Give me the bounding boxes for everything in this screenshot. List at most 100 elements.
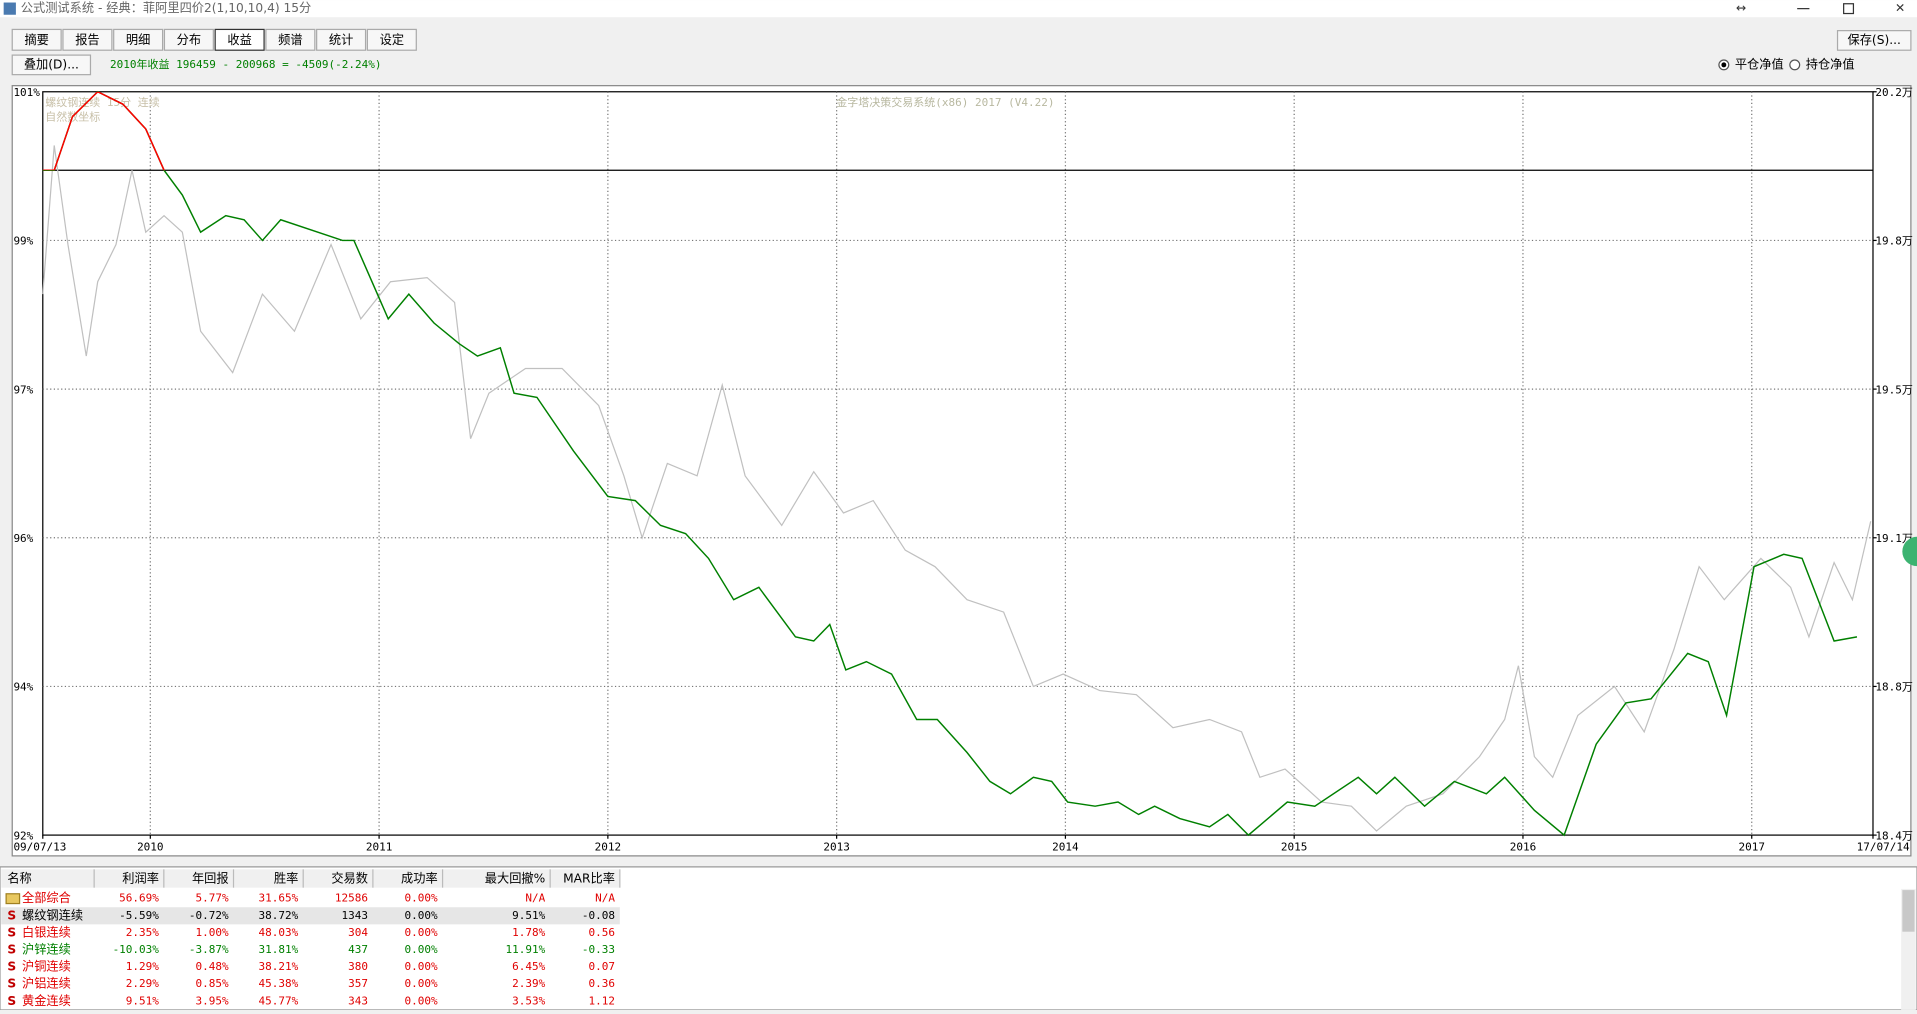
table-cell[interactable]: 3.53% (512, 994, 545, 1007)
x-tick-label: 2014 (1052, 840, 1079, 853)
table-cell[interactable]: 0.56 (588, 926, 615, 939)
table-cell[interactable]: 2.29% (126, 977, 159, 990)
tab[interactable] (316, 28, 367, 51)
table-cell[interactable]: 2.35% (126, 926, 159, 939)
table-cell[interactable]: 38.72% (259, 909, 299, 922)
tab[interactable] (163, 28, 214, 51)
table-cell[interactable]: 11.91% (506, 943, 546, 956)
column-header[interactable]: 交易数 (331, 871, 368, 886)
side-handle[interactable] (1902, 536, 1917, 567)
column-header[interactable]: 成功率 (401, 871, 438, 886)
table-cell[interactable]: 12586 (335, 892, 368, 905)
table-cell[interactable]: 5.77% (195, 892, 228, 905)
table-cell[interactable]: 沪铜连续 (22, 959, 71, 974)
selected-row[interactable] (1, 907, 620, 925)
radio-label[interactable]: 平仓净值 (1735, 56, 1784, 71)
save-button[interactable] (1836, 30, 1912, 51)
table-cell[interactable]: 48.03% (259, 926, 299, 939)
column-header[interactable]: 利润率 (122, 871, 159, 886)
table-cell[interactable]: 380 (348, 960, 368, 973)
table-cell[interactable]: -0.72% (189, 909, 229, 922)
table-cell[interactable]: 0.00% (405, 977, 438, 990)
table-cell[interactable]: 黄金连续 (22, 993, 71, 1008)
table-cell[interactable]: N/A (595, 892, 615, 905)
table-cell[interactable]: 31.65% (259, 892, 299, 905)
radio-label[interactable]: 持仓净值 (1806, 56, 1855, 71)
table-cell[interactable]: 437 (348, 943, 368, 956)
row-icon: S (7, 960, 16, 974)
table-cell[interactable]: 1343 (341, 909, 368, 922)
tab-label[interactable]: 统计 (329, 33, 353, 47)
table-cell[interactable]: 0.00% (405, 892, 438, 905)
table-cell[interactable]: 0.85% (195, 977, 228, 990)
radio-button[interactable] (1789, 59, 1801, 71)
table-cell[interactable]: 0.00% (405, 926, 438, 939)
y2-tick-label: 19.1万 (1875, 532, 1913, 545)
restore-button[interactable] (1843, 3, 1855, 15)
tab-label[interactable]: 设定 (380, 32, 404, 47)
tab[interactable] (366, 28, 417, 51)
column-header[interactable]: 年回报 (192, 871, 229, 886)
table-cell[interactable]: -0.33 (582, 943, 615, 956)
x-tick-label: 17/07/14 (1857, 840, 1910, 853)
tab-label[interactable]: 收益 (227, 33, 251, 47)
tab-label[interactable]: 明细 (126, 33, 150, 47)
resize-icon[interactable]: ↔ (1736, 1, 1746, 15)
table-cell[interactable]: 螺纹钢连续 (22, 907, 83, 922)
table-cell[interactable]: -0.08 (582, 909, 615, 922)
tab[interactable] (214, 28, 265, 51)
tab-label[interactable]: 报告 (75, 32, 99, 47)
table-cell[interactable]: 2.39% (512, 977, 545, 990)
column-header[interactable]: 最大回撤% (485, 871, 546, 886)
tab[interactable] (11, 28, 62, 51)
table-cell[interactable]: 343 (348, 994, 368, 1007)
table-cell[interactable]: 45.38% (259, 977, 299, 990)
column-header[interactable]: 名称 (7, 871, 31, 886)
table-cell[interactable]: 0.00% (405, 960, 438, 973)
column-header[interactable]: 胜率 (274, 871, 298, 886)
table-cell[interactable]: 1.00% (195, 926, 228, 939)
table-cell[interactable]: 0.00% (405, 994, 438, 1007)
table-cell[interactable]: 9.51% (512, 909, 545, 922)
table-cell[interactable]: 1.78% (512, 926, 545, 939)
table-cell[interactable]: 0.00% (405, 943, 438, 956)
overlay-button[interactable] (11, 54, 92, 76)
table-cell[interactable]: 0.00% (405, 909, 438, 922)
table-cell[interactable]: 3.95% (195, 994, 228, 1007)
tab[interactable] (265, 28, 316, 51)
table-cell[interactable]: 6.45% (512, 960, 545, 973)
table-cell[interactable]: -5.59% (119, 909, 159, 922)
column-header[interactable]: MAR比率 (563, 871, 615, 886)
overlay-button-label[interactable]: 叠加(D)... (24, 57, 79, 71)
table-cell[interactable]: 0.48% (195, 960, 228, 973)
tab-label[interactable]: 分布 (177, 33, 201, 47)
table-cell[interactable]: 304 (348, 926, 368, 939)
table-cell[interactable]: 31.81% (259, 943, 299, 956)
table-cell[interactable]: 白银连续 (22, 924, 71, 939)
table-cell[interactable]: -3.87% (189, 943, 229, 956)
table-cell[interactable]: 38.21% (259, 960, 299, 973)
scroll-thumb[interactable] (1902, 890, 1915, 932)
table-cell[interactable]: 沪锌连续 (22, 942, 71, 957)
table-cell[interactable]: N/A (525, 892, 545, 905)
y-tick-label: 99% (13, 235, 33, 248)
table-cell[interactable]: 9.51% (126, 994, 159, 1007)
table-cell[interactable]: 沪铝连续 (22, 976, 71, 991)
tab[interactable] (113, 28, 164, 51)
tab-label[interactable]: 摘要 (24, 32, 48, 47)
table-cell[interactable]: 1.29% (126, 960, 159, 973)
close-button[interactable]: ✕ (1895, 1, 1905, 15)
table-cell[interactable]: -10.03% (113, 943, 160, 956)
table-cell[interactable]: 0.36 (588, 977, 615, 990)
table-cell[interactable]: 357 (348, 977, 368, 990)
table-cell[interactable]: 全部综合 (22, 890, 71, 905)
row-icon: S (7, 943, 16, 957)
save-button-label[interactable]: 保存(S)... (1848, 33, 1901, 47)
table-cell[interactable]: 1.12 (588, 994, 615, 1007)
tab-label[interactable]: 频谱 (278, 33, 302, 47)
tab[interactable] (62, 28, 113, 51)
table-cell[interactable]: 0.07 (588, 960, 615, 973)
table-cell[interactable]: 56.69% (119, 892, 159, 905)
table-cell[interactable]: 45.77% (259, 994, 299, 1007)
